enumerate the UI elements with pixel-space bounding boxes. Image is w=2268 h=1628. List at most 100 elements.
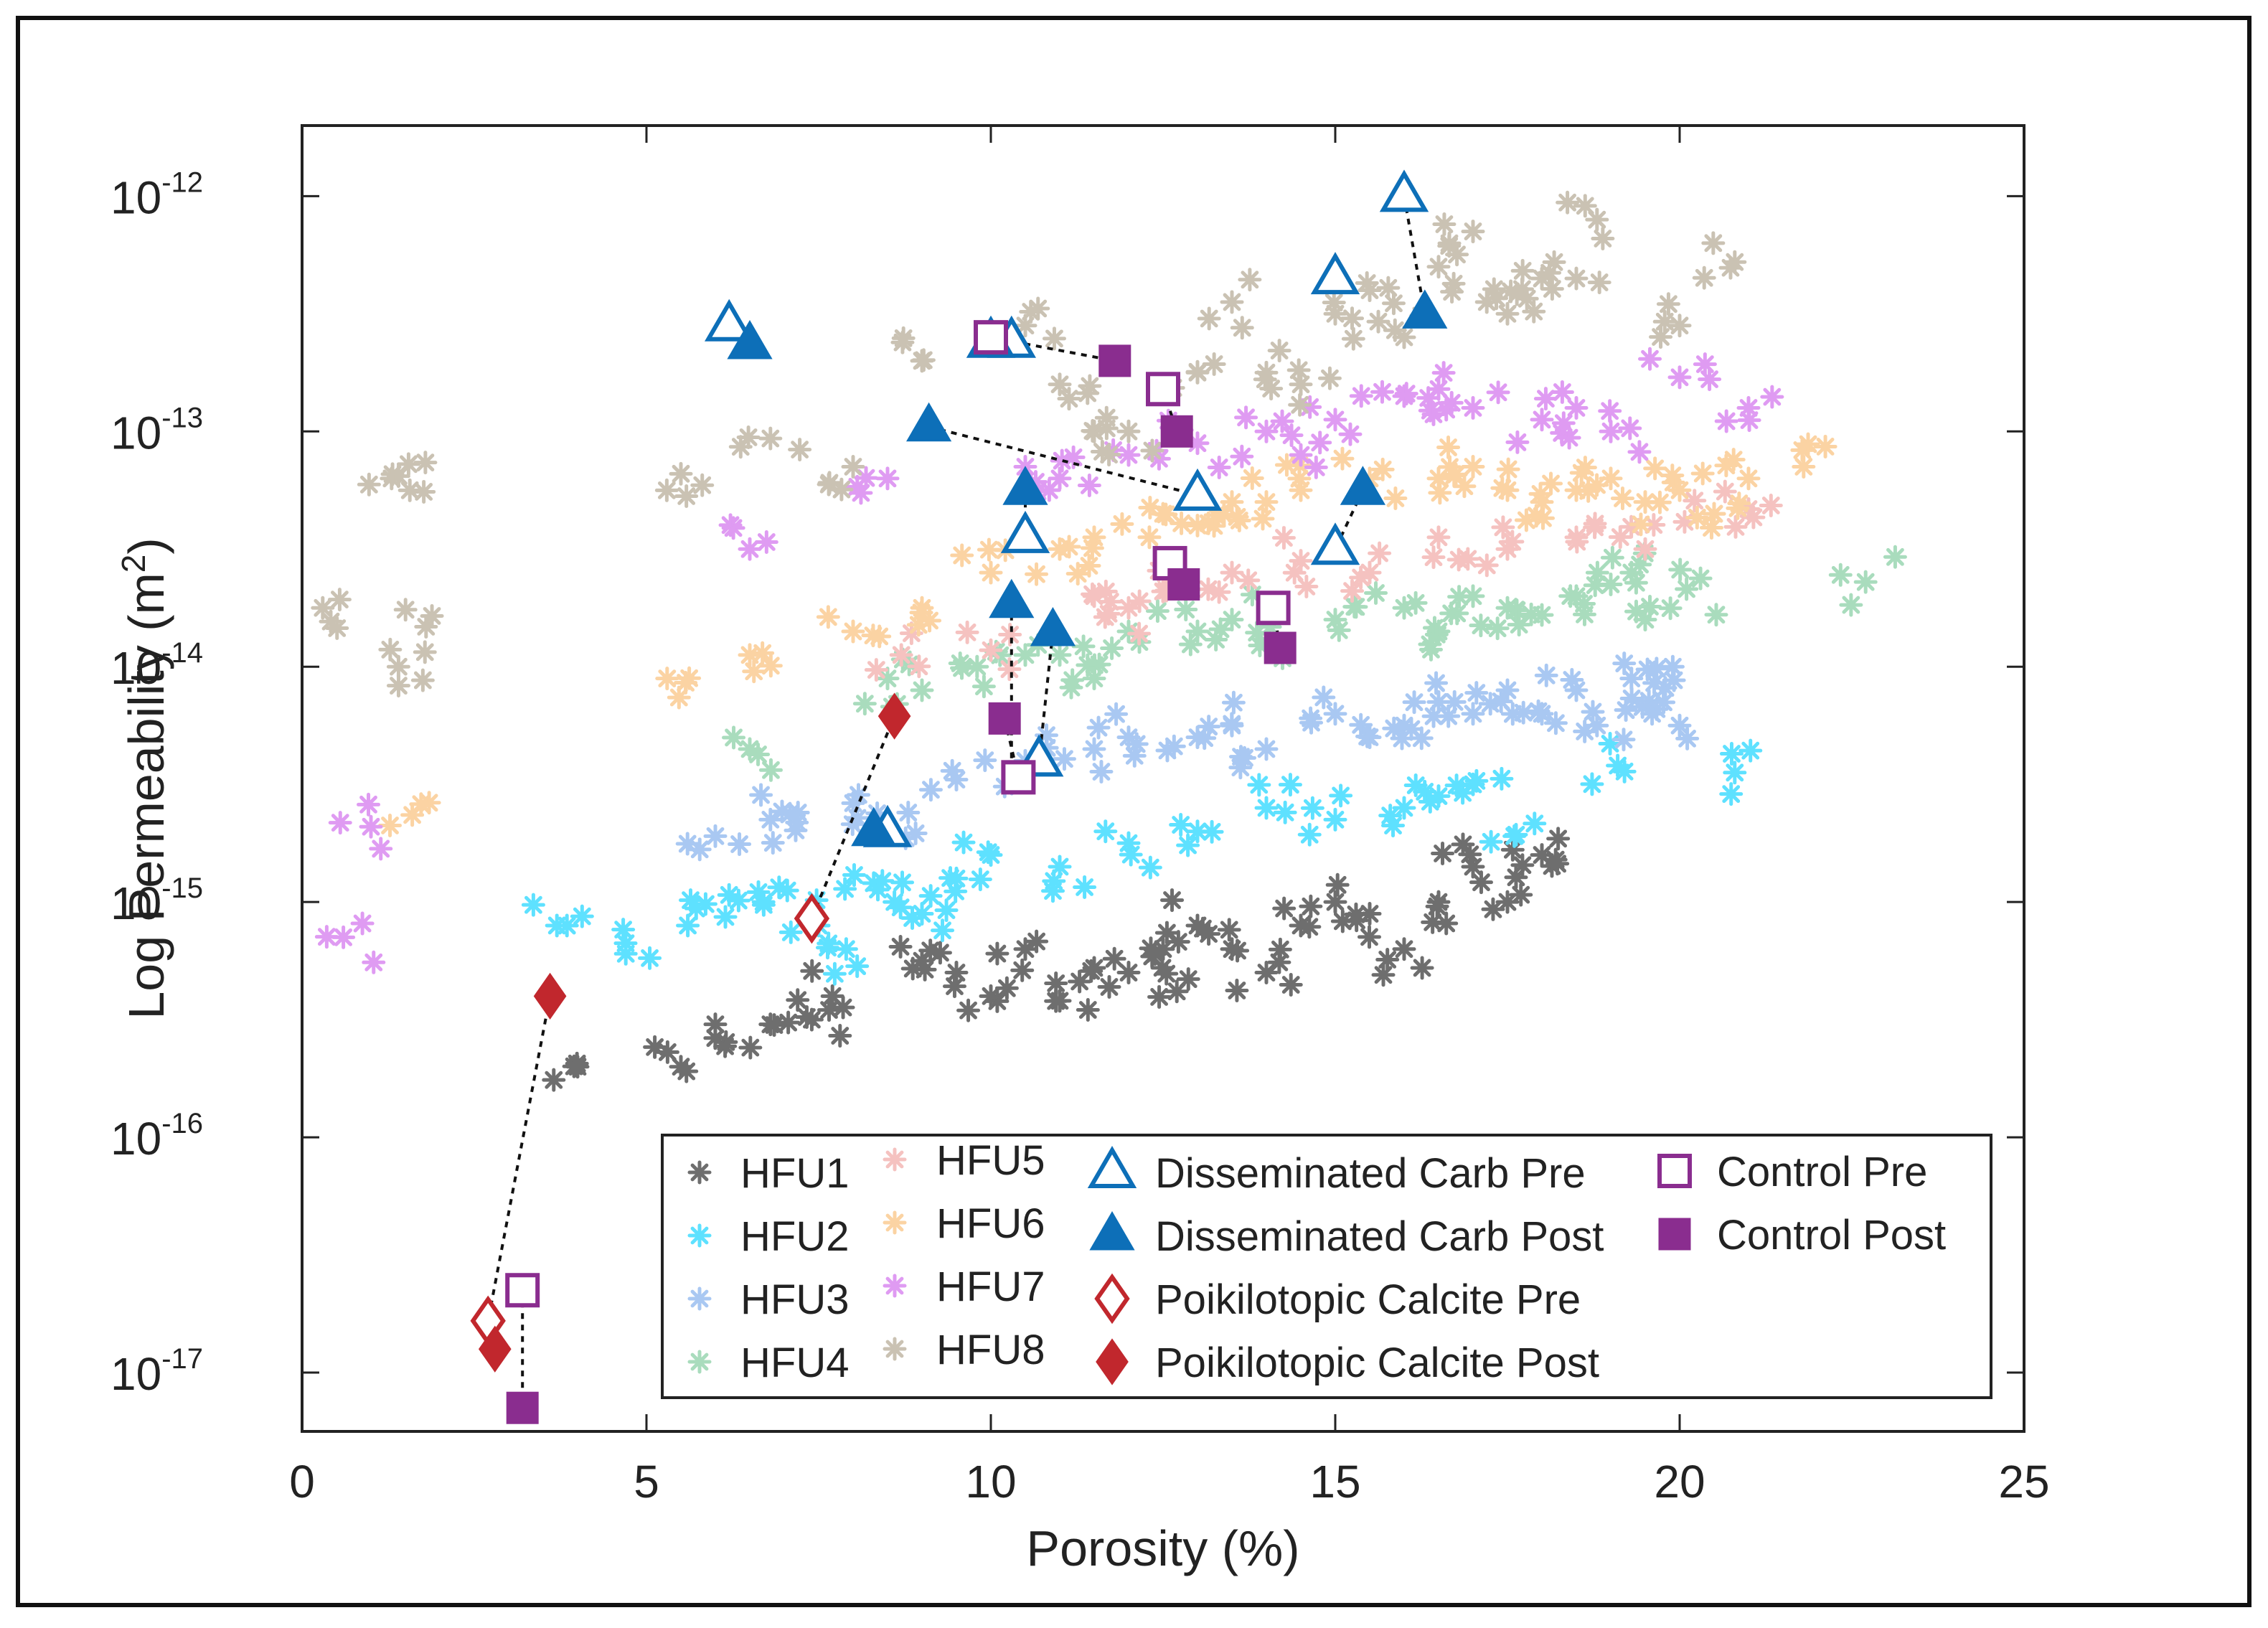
- legend-label: Disseminated Carb Pre: [1155, 1150, 1586, 1197]
- data-point: [1002, 466, 1048, 505]
- data-point: [794, 893, 830, 944]
- data-point: [906, 613, 931, 637]
- data-point: [676, 913, 700, 938]
- data-point: [776, 1010, 801, 1035]
- data-point: [350, 911, 375, 936]
- data-point: [1392, 796, 1416, 820]
- data-point: [1485, 616, 1510, 641]
- data-point: [834, 937, 858, 961]
- data-point: [1154, 921, 1179, 945]
- data-point: [1583, 573, 1607, 598]
- data-point: [325, 616, 349, 640]
- data-point: [817, 998, 842, 1022]
- legend-entry-disseminated-carb-pre: Disseminated Carb Pre: [1087, 1146, 1586, 1197]
- data-point: [1451, 781, 1475, 805]
- data-point: [1174, 598, 1198, 622]
- series-hfu6: [378, 432, 1838, 837]
- data-point: [940, 758, 964, 783]
- data-point: [1225, 938, 1250, 963]
- data-point: [1042, 326, 1066, 351]
- data-point: [1304, 455, 1328, 479]
- x-tick-labels: 0 5 10 15 20 25: [289, 1456, 2049, 1507]
- data-point: [613, 931, 638, 956]
- data-point: [1564, 266, 1589, 291]
- data-point: [1268, 937, 1292, 961]
- data-point: [785, 810, 809, 834]
- data-point: [1357, 925, 1381, 949]
- data-point: [1119, 842, 1143, 867]
- data-point: [1813, 434, 1838, 458]
- legend-marker: [883, 1274, 907, 1298]
- data-point: [1340, 579, 1365, 603]
- data-point: [1440, 280, 1464, 304]
- data-point: [1403, 773, 1428, 798]
- y-tick-labels: 10-12 10-13 10-14 10-15 10-16 10-17: [110, 166, 203, 1400]
- data-point: [1322, 291, 1346, 315]
- data-point: [1490, 476, 1515, 500]
- data-point: [1208, 617, 1233, 641]
- legend-entry-hfu1: HFU1: [687, 1150, 849, 1197]
- data-point: [721, 516, 745, 540]
- data-point: [1137, 525, 1162, 550]
- y-tick-label: 10-16: [110, 1108, 203, 1164]
- data-point: [1068, 969, 1092, 994]
- data-point: [1610, 486, 1634, 511]
- data-point: [985, 941, 1010, 966]
- legend-entry-hfu7: HFU7: [883, 1264, 1045, 1310]
- data-point: [1286, 358, 1311, 382]
- data-point: [1383, 486, 1408, 511]
- data-point: [1050, 448, 1074, 473]
- x-tick-label: 0: [289, 1456, 315, 1507]
- legend-entry-poikilotopic-calcite-post: Poikilotopic Calcite Post: [1096, 1338, 1599, 1386]
- data-point: [875, 466, 900, 491]
- legend-entry-hfu8: HFU8: [883, 1327, 1045, 1373]
- data-point: [1464, 768, 1489, 793]
- data-point: [562, 1054, 586, 1078]
- data-point: [1234, 405, 1258, 430]
- data-point: [1230, 316, 1254, 340]
- data-point: [1675, 726, 1700, 751]
- legend-entry-poikilotopic-calcite-pre: Poikilotopic Calcite Pre: [1094, 1273, 1581, 1324]
- data-point: [833, 877, 857, 901]
- data-point: [1796, 432, 1820, 456]
- data-point: [997, 657, 1022, 682]
- data-point: [758, 807, 783, 832]
- data-point: [1540, 277, 1564, 301]
- data-point: [1727, 491, 1751, 516]
- data-point: [1437, 231, 1462, 255]
- data-point: [1510, 258, 1535, 283]
- data-point: [1167, 568, 1200, 601]
- data-point: [1170, 511, 1194, 535]
- data-point: [788, 438, 812, 462]
- data-point: [1059, 675, 1083, 700]
- data-point: [1025, 562, 1049, 586]
- data-point: [1160, 415, 1193, 448]
- data-point: [751, 893, 776, 917]
- legend-label: Control Pre: [1717, 1149, 1927, 1195]
- data-point: [903, 821, 928, 845]
- data-point: [1104, 702, 1129, 726]
- data-point: [1178, 632, 1203, 657]
- data-point: [1667, 713, 1692, 738]
- legend-marker: [1087, 1146, 1137, 1188]
- data-point: [1580, 772, 1604, 796]
- data-point: [1464, 681, 1489, 705]
- data-point: [1160, 888, 1185, 913]
- data-point: [1251, 507, 1275, 531]
- data-point: [775, 878, 799, 903]
- data-point: [1500, 702, 1525, 726]
- data-point: [1140, 438, 1164, 463]
- data-point: [778, 920, 803, 944]
- data-point: [674, 670, 698, 695]
- data-point: [841, 619, 865, 644]
- data-point: [1299, 706, 1323, 730]
- legend-marker: [1657, 1154, 1692, 1188]
- legend-label: Poikilotopic Calcite Pre: [1155, 1276, 1581, 1323]
- data-point: [1668, 557, 1693, 582]
- data-point: [1660, 464, 1685, 488]
- data-point: [749, 783, 773, 807]
- data-point: [1721, 448, 1746, 472]
- data-point: [905, 402, 952, 442]
- data-point: [704, 298, 754, 342]
